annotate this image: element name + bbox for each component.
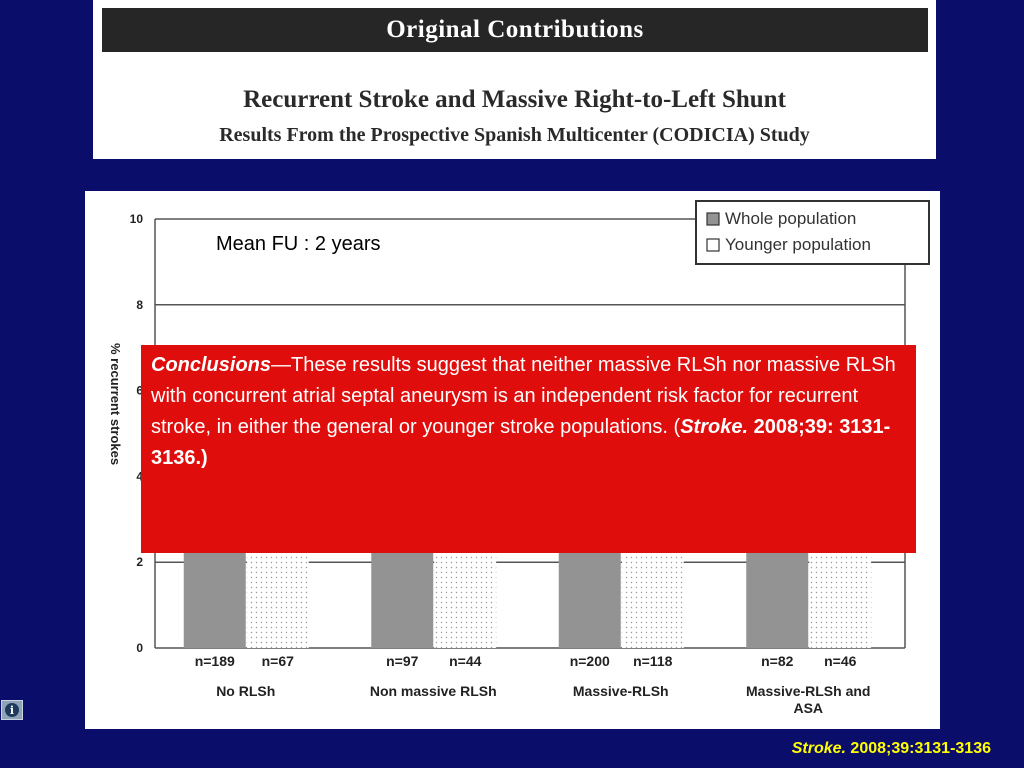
footer-citation-text: 2008;39:3131-3136 bbox=[845, 740, 991, 757]
conclusions-label: Conclusions bbox=[151, 354, 272, 376]
header-panel: Original Contributions Recurrent Stroke … bbox=[93, 0, 936, 159]
y-tick-label: 0 bbox=[136, 641, 143, 655]
mean-followup-note: Mean FU : 2 years bbox=[216, 233, 381, 255]
y-tick-label: 10 bbox=[130, 212, 144, 226]
n-label: n=118 bbox=[633, 653, 673, 669]
n-label: n=97 bbox=[386, 653, 419, 669]
legend-swatch bbox=[706, 212, 720, 226]
n-label: n=46 bbox=[824, 653, 857, 669]
y-axis-label: % recurrent strokes bbox=[108, 343, 123, 465]
n-label: n=189 bbox=[195, 653, 235, 669]
footer-citation: Stroke. 2008;39:3131-3136 bbox=[792, 740, 991, 758]
y-tick-label: 2 bbox=[136, 555, 143, 569]
conclusions-text: —These results suggest that neither mass… bbox=[151, 354, 896, 438]
conclusions-journal: Stroke. bbox=[680, 416, 749, 438]
y-tick-label: 4 bbox=[136, 469, 143, 483]
legend-label: Whole population bbox=[725, 209, 856, 228]
legend-label: Younger population bbox=[725, 235, 871, 254]
footer-journal: Stroke. bbox=[791, 740, 846, 757]
legend-box bbox=[695, 200, 930, 265]
n-label: n=82 bbox=[761, 653, 794, 669]
n-label: n=200 bbox=[570, 653, 610, 669]
n-label: n=44 bbox=[449, 653, 482, 669]
y-tick-label: 6 bbox=[136, 384, 143, 398]
category-label: Massive-RLSh and ASA bbox=[746, 683, 870, 716]
n-label: n=67 bbox=[262, 653, 295, 669]
category-label: Massive-RLSh bbox=[573, 683, 669, 699]
y-tick-label: 8 bbox=[136, 298, 143, 312]
info-icon[interactable]: i bbox=[1, 700, 23, 720]
conclusions-citation: 2008;39: 3131-3136.) bbox=[151, 416, 891, 469]
paper-subtitle: Results From the Prospective Spanish Mul… bbox=[219, 124, 810, 146]
legend-swatch bbox=[706, 238, 720, 252]
banner-title: Original Contributions bbox=[102, 8, 928, 52]
paper-title: Recurrent Stroke and Massive Right-to-Le… bbox=[243, 86, 786, 113]
conclusions-box: Conclusions—These results suggest that n… bbox=[141, 345, 916, 553]
category-label: Non massive RLSh bbox=[370, 683, 497, 699]
category-label: No RLSh bbox=[216, 683, 275, 699]
